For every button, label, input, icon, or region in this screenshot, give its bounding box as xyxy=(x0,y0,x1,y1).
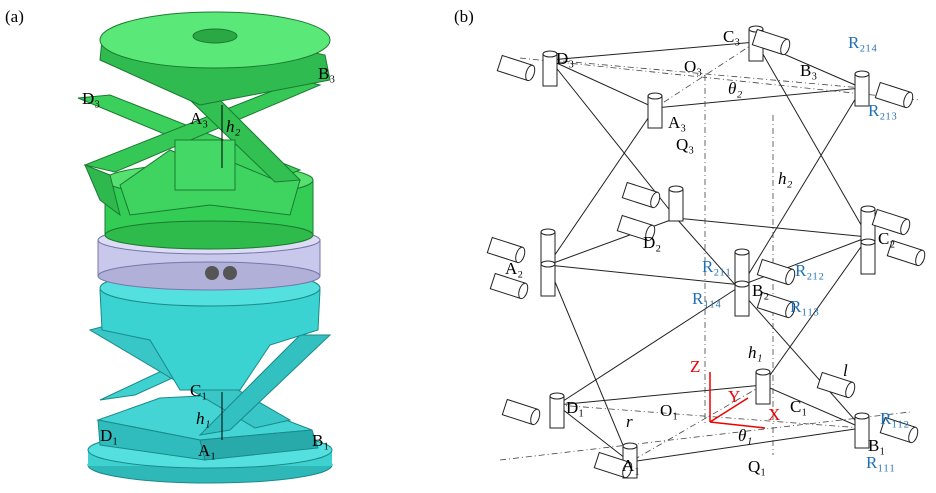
joint-cylinder xyxy=(541,264,555,296)
point-label: O₁ xyxy=(660,401,678,420)
point-label: r xyxy=(626,412,633,431)
point-label: θ₂ xyxy=(728,79,742,98)
point-label: θ₁ xyxy=(738,426,752,445)
point-label: O₃ xyxy=(684,57,702,76)
panel-label: (b) xyxy=(454,7,474,26)
axis-label: Z xyxy=(690,357,700,376)
point-label: C₁ xyxy=(790,397,807,416)
joint-cylinder-top xyxy=(861,206,875,212)
point-label: C₂ xyxy=(878,229,895,248)
joint-cylinder-top xyxy=(855,71,869,77)
joint-cylinder xyxy=(669,189,683,221)
point-label: D₁ xyxy=(100,426,118,445)
joint-cylinder-top xyxy=(541,261,555,267)
panel-b-diagram xyxy=(487,26,926,479)
point-label: A₃ xyxy=(668,113,686,132)
joint-cylinder-top xyxy=(550,393,564,399)
point-label: A₃ xyxy=(190,109,208,128)
joint-cylinder-top xyxy=(541,229,555,235)
joint-cylinder xyxy=(855,416,869,448)
joint-label: R₂₁₄ xyxy=(848,33,877,52)
joint-cylinder xyxy=(861,242,875,274)
joint-cylinder-top xyxy=(861,239,875,245)
point-label: Q₁ xyxy=(748,457,766,476)
point-label: B₂ xyxy=(752,281,769,300)
point-label: h₁ xyxy=(196,409,210,428)
point-label: Q₃ xyxy=(676,135,694,154)
joint-cylinder-top xyxy=(669,186,683,192)
joint-cylinder-top xyxy=(648,93,662,99)
axis-label: X xyxy=(768,405,780,424)
point-label: B₃ xyxy=(800,61,817,80)
point-label: h₂ xyxy=(226,117,241,136)
joint-cylinder-top xyxy=(735,281,749,287)
point-label: h₂ xyxy=(778,169,793,188)
point-label: B₁ xyxy=(312,431,329,450)
point-label: D₃ xyxy=(82,89,100,108)
joint-cylinder xyxy=(735,284,749,316)
joint-cylinder xyxy=(855,74,869,106)
joint-cylinder xyxy=(735,252,749,284)
joint-cylinder xyxy=(550,396,564,428)
joint-label: R₁₁₄ xyxy=(692,289,721,308)
joint-label: R₁₁₃ xyxy=(790,297,819,316)
joint-label: R₂₁₂ xyxy=(795,261,824,280)
joint-cylinder xyxy=(756,372,770,404)
axis-label: Y xyxy=(728,387,740,406)
joint-cylinder xyxy=(543,54,557,86)
joint-label: R₂₁₁ xyxy=(702,257,731,276)
panel-label: (a) xyxy=(5,7,24,26)
point-label: l xyxy=(843,361,848,380)
point-label: D₁ xyxy=(566,398,584,417)
point-label: C₃ xyxy=(723,27,740,46)
figure: (a) (b) D₃ A₃ B₃ h₂ C₁ h₁ D₁ A₁ B₁ D₃ C₃ O₃ B₃ θ₂ A₃ Q₃… xyxy=(0,0,936,493)
point-label: B₃ xyxy=(318,64,335,83)
joint-cylinder xyxy=(648,96,662,128)
joint-cylinder-top xyxy=(623,443,637,449)
point-label: D₃ xyxy=(556,49,574,68)
point-label: h₁ xyxy=(748,343,762,362)
joint-cylinder-top xyxy=(735,249,749,255)
point-label: A₂ xyxy=(505,259,523,278)
joint-label: R₁₁₁ xyxy=(866,453,895,472)
joint-cylinder xyxy=(541,232,555,264)
joint-cylinder-top xyxy=(543,51,557,57)
joint-cylinder-top xyxy=(855,413,869,419)
joint-cylinder-top xyxy=(756,369,770,375)
point-label: C₁ xyxy=(190,381,207,400)
joint-label: R₂₁₃ xyxy=(868,101,897,120)
point-label: A₁ xyxy=(622,456,640,475)
joint-label: R₁₁₂ xyxy=(880,409,909,428)
point-label: D₂ xyxy=(643,233,661,252)
point-label: A₁ xyxy=(198,441,216,460)
